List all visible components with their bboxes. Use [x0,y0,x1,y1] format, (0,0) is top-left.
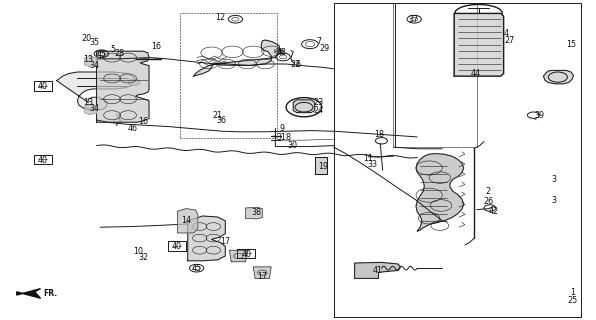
Text: 28: 28 [114,49,124,58]
Text: 16: 16 [151,42,161,51]
Text: 8: 8 [286,133,291,142]
Text: 39: 39 [535,111,544,120]
Circle shape [128,79,140,85]
Text: 16: 16 [138,117,148,126]
Text: 38: 38 [252,208,261,217]
Text: 19: 19 [318,162,328,171]
Text: 5: 5 [111,45,116,54]
Polygon shape [246,207,262,219]
Text: 26: 26 [484,197,493,206]
Polygon shape [355,262,401,278]
Text: 2: 2 [485,188,490,196]
Text: 46: 46 [128,124,137,133]
Text: 13: 13 [83,98,93,107]
Text: 30: 30 [287,141,297,150]
Text: 32: 32 [138,253,148,262]
Polygon shape [544,70,573,84]
Text: 33: 33 [368,160,377,169]
Text: 17: 17 [257,272,267,281]
Text: 13: 13 [83,55,93,64]
Text: 10: 10 [134,247,143,256]
Polygon shape [416,154,464,231]
Text: 29: 29 [319,44,330,52]
Text: 3: 3 [552,175,557,184]
Text: 40: 40 [38,156,48,164]
Polygon shape [253,267,271,278]
Text: 45: 45 [97,50,106,59]
Polygon shape [85,57,97,66]
Text: 31: 31 [277,133,286,142]
Text: 44: 44 [471,69,480,78]
Polygon shape [188,216,225,261]
Text: 7: 7 [316,37,321,46]
Text: 34: 34 [89,61,99,70]
Polygon shape [178,209,198,233]
Text: 23: 23 [314,98,324,107]
Text: 36: 36 [217,116,226,124]
Text: 22: 22 [290,60,300,68]
Text: 34: 34 [89,104,99,113]
Polygon shape [194,40,280,76]
Text: 25: 25 [567,296,578,305]
Polygon shape [229,250,247,262]
Text: 40: 40 [241,250,251,259]
Polygon shape [454,13,504,76]
Text: 45: 45 [192,264,201,273]
Text: 43: 43 [277,48,286,57]
Text: 14: 14 [181,216,191,225]
Text: FR.: FR. [43,289,57,298]
Text: 40: 40 [172,242,182,251]
Text: 21: 21 [213,111,222,120]
Text: 37: 37 [408,15,418,24]
Text: 11: 11 [364,154,373,163]
Text: 1: 1 [570,288,575,297]
Text: 40: 40 [38,82,48,91]
Text: 35: 35 [89,38,99,47]
Polygon shape [315,157,327,174]
Text: 15: 15 [566,40,576,49]
Text: 20: 20 [82,34,91,43]
Polygon shape [85,105,97,114]
Polygon shape [17,289,41,298]
Text: 12: 12 [216,13,225,22]
Polygon shape [97,51,149,122]
Text: 4: 4 [504,29,509,38]
Text: 9: 9 [280,124,285,132]
Text: 18: 18 [375,130,384,139]
Text: 27: 27 [504,36,515,44]
Text: 24: 24 [314,106,324,115]
Polygon shape [57,72,136,110]
Text: 41: 41 [372,266,382,275]
Text: 3: 3 [552,196,557,204]
Polygon shape [293,100,315,113]
Text: 42: 42 [489,207,498,216]
Text: 17: 17 [221,237,230,246]
Text: 6: 6 [296,60,300,68]
